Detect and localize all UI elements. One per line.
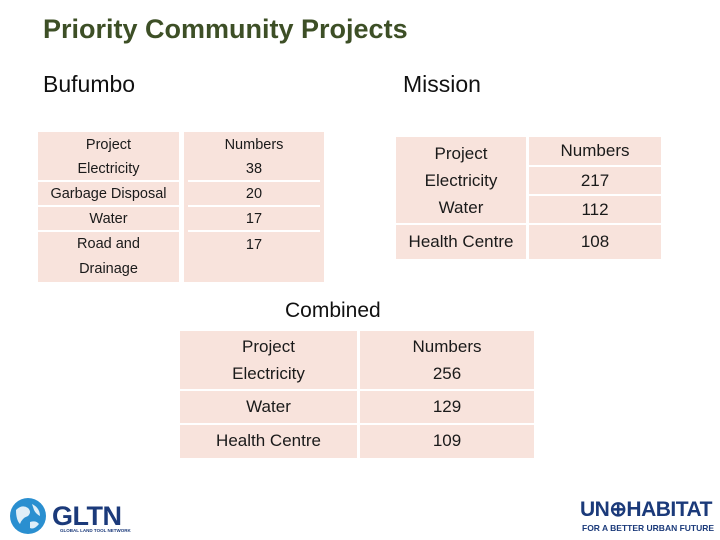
bufumbo-number-cell: 17	[188, 207, 320, 232]
unhabitat-logo-tagline: FOR A BETTER URBAN FUTURE	[582, 523, 715, 533]
section-label-mission: Mission	[403, 71, 481, 97]
mission-number-cell: 112	[529, 194, 661, 223]
bufumbo-project-column: Project Electricity Garbage Disposal Wat…	[38, 132, 179, 282]
unhabitat-logo-text: UN⊕HABITAT	[580, 498, 712, 521]
mission-project-cell: Health Centre	[408, 232, 514, 251]
combined-number-cell: 129	[360, 389, 534, 423]
bufumbo-number-cell: 20	[188, 182, 320, 207]
bufumbo-project-cell: Road and Drainage	[77, 236, 140, 277]
mission-number-cell: 217	[529, 165, 661, 194]
bufumbo-project-cell: Garbage Disposal	[38, 182, 179, 207]
mission-number-cell: 108	[580, 232, 610, 251]
bufumbo-number-cell: 17	[245, 236, 263, 253]
gltn-logo: GLTN GLOBAL LAND TOOL NETWORK	[8, 494, 134, 538]
combined-number-cell: 109	[360, 423, 534, 457]
combined-numbers-block: Numbers 256	[360, 331, 534, 389]
combined-project-cell: Electricity	[232, 364, 305, 383]
mission-project-cell: Water	[438, 197, 484, 217]
bufumbo-numbers-header: Numbers	[224, 136, 284, 153]
section-label-combined: Combined	[285, 299, 381, 322]
page-title: Priority Community Projects	[43, 14, 408, 44]
gltn-logo-text: GLTN	[52, 500, 122, 531]
combined-project-cell: Water	[180, 389, 357, 423]
unhabitat-logo: UN⊕HABITAT FOR A BETTER URBAN FUTURE	[578, 494, 714, 538]
combined-project-block: Project Electricity	[180, 331, 357, 389]
bufumbo-project-header: Project	[85, 136, 132, 153]
combined-number-cell: 256	[432, 364, 462, 383]
mission-project-header: Project	[434, 143, 488, 163]
combined-project-cell: Health Centre	[180, 423, 357, 457]
combined-project-header: Project	[242, 337, 295, 356]
gltn-logo-subtitle: GLOBAL LAND TOOL NETWORK	[60, 528, 131, 533]
bufumbo-project-cell: Water	[38, 207, 179, 232]
globe-icon	[10, 498, 46, 534]
section-label-bufumbo: Bufumbo	[43, 71, 136, 97]
bufumbo-numbers-column: Numbers 38 20 17 17	[184, 132, 324, 282]
mission-numbers-column: Numbers 217 112 108	[529, 137, 661, 259]
mission-numbers-header: Numbers	[560, 141, 630, 160]
mission-row-divider	[529, 223, 661, 225]
bufumbo-number-cell: 38	[188, 157, 320, 182]
combined-numbers-header: Numbers	[412, 337, 482, 356]
combined-project-column: Project Electricity Water Health Centre	[180, 331, 357, 458]
mission-project-block: Project Electricity Water	[396, 137, 526, 225]
bufumbo-project-cell: Electricity	[38, 157, 179, 182]
combined-numbers-column: Numbers 256 129 109	[360, 331, 534, 458]
mission-project-cell: Electricity	[424, 170, 498, 190]
mission-project-column: Project Electricity Water Health Centre	[396, 137, 526, 259]
